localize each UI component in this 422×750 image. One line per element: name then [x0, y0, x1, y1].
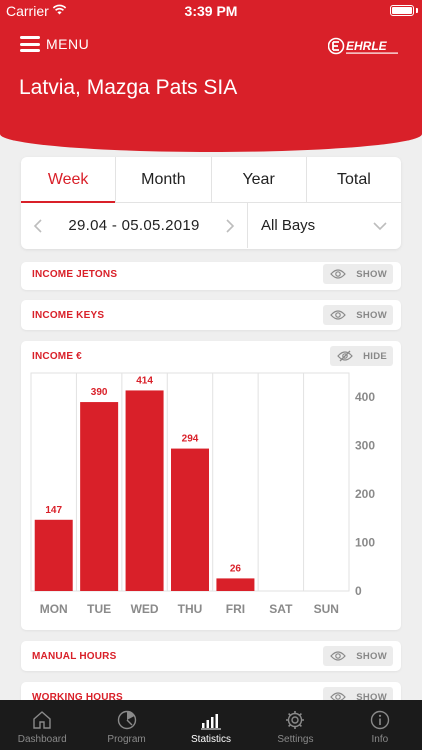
- chevron-right-icon[interactable]: [225, 218, 235, 234]
- income-eur-toggle-label: HIDE: [363, 350, 387, 362]
- tab-settings[interactable]: Settings: [253, 700, 337, 750]
- date-row: 29.04 - 05.05.2019 All Bays: [21, 203, 401, 248]
- chart-bar: [216, 578, 255, 591]
- chart-y-tick-label: 0: [355, 584, 362, 598]
- date-range-picker: 29.04 - 05.05.2019: [21, 203, 248, 248]
- chart-data-label: 294: [182, 434, 199, 445]
- chart-data-label: 414: [136, 375, 153, 386]
- eye-off-icon: [337, 350, 353, 362]
- period-tabs: Week Month Year Total: [21, 157, 401, 203]
- tab-dashboard-label: Dashboard: [17, 734, 67, 745]
- income-keys-title: INCOME KEYS: [32, 309, 105, 321]
- income-bar-chart: 147 MON 390 TUE 414 WED 294 THU 26 FRI SAT SUN 0 100 2…: [30, 372, 375, 616]
- status-bar: Carrier 3:39 PM: [0, 0, 422, 22]
- manual-hours-card: MANUAL HOURS SHOW: [21, 641, 401, 671]
- home-icon: [33, 711, 51, 729]
- manual-hours-toggle-label: SHOW: [356, 650, 387, 662]
- manual-hours-toggle[interactable]: SHOW: [323, 646, 393, 666]
- menu-button[interactable]: MENU: [20, 34, 89, 54]
- income-eur-toggle[interactable]: HIDE: [330, 346, 393, 366]
- tab-info[interactable]: Info: [338, 700, 422, 750]
- bar-chart-icon: [201, 714, 222, 730]
- chevron-down-icon: [373, 221, 387, 230]
- eye-icon: [330, 651, 347, 661]
- ehrle-logo: EHRLE: [328, 37, 398, 55]
- chart-x-tick-label: SAT: [269, 602, 293, 616]
- tab-settings-label: Settings: [277, 734, 314, 745]
- eye-icon: [330, 269, 347, 279]
- eye-icon: [330, 310, 347, 320]
- income-jetons-card: INCOME JETONS SHOW: [21, 262, 401, 290]
- filter-card: Week Month Year Total 29.04 - 05.05.2019…: [21, 157, 401, 249]
- battery-tip: [416, 8, 418, 13]
- income-eur-title: INCOME €: [32, 350, 82, 362]
- carrier-label: Carrier: [6, 3, 49, 19]
- chart-bar: [34, 519, 73, 591]
- tab-program[interactable]: Program: [84, 700, 168, 750]
- income-jetons-title: INCOME JETONS: [32, 268, 118, 280]
- date-range-label: 29.04 - 05.05.2019: [68, 217, 200, 234]
- chart-x-tick-label: MON: [40, 602, 68, 616]
- wifi-icon: [52, 4, 67, 15]
- chart-data-label: 390: [91, 387, 108, 398]
- chart-data-label: 26: [230, 563, 242, 574]
- income-eur-card: INCOME € HIDE 147 MON 390 TUE 414 WED 294 THU 26…: [21, 341, 401, 630]
- tab-month[interactable]: Month: [115, 157, 210, 202]
- chart-x-tick-label: TUE: [87, 602, 111, 616]
- hamburger-icon: [20, 36, 40, 52]
- tab-week[interactable]: Week: [21, 157, 116, 203]
- tab-info-label: Info: [371, 734, 389, 745]
- bays-select-value: All Bays: [261, 217, 316, 234]
- income-keys-toggle-label: SHOW: [356, 309, 387, 321]
- chart-y-tick-label: 200: [355, 487, 375, 501]
- chart-x-tick-label: FRI: [226, 602, 245, 616]
- working-hours-toggle-label: SHOW: [356, 691, 387, 703]
- bays-select[interactable]: All Bays: [248, 217, 401, 234]
- chart-data-label: 147: [45, 505, 62, 516]
- tab-total[interactable]: Total: [305, 157, 401, 202]
- manual-hours-title: MANUAL HOURS: [32, 650, 117, 662]
- chart-y-tick-label: 300: [355, 439, 375, 453]
- tab-year[interactable]: Year: [210, 157, 306, 202]
- tab-dashboard[interactable]: Dashboard: [0, 700, 84, 750]
- chevron-left-icon[interactable]: [33, 218, 43, 234]
- page-title: Latvia, Mazga Pats SIA: [19, 76, 238, 99]
- svg-text:EHRLE: EHRLE: [346, 39, 388, 53]
- tab-statistics-label: Statistics: [191, 734, 232, 745]
- battery-icon: [390, 5, 414, 16]
- income-keys-card: INCOME KEYS SHOW: [21, 300, 401, 330]
- tab-program-label: Program: [107, 734, 146, 745]
- chart-x-tick-label: THU: [178, 602, 203, 616]
- chart-x-tick-label: WED: [131, 602, 159, 616]
- income-keys-toggle[interactable]: SHOW: [323, 305, 393, 325]
- info-icon: [370, 710, 390, 730]
- income-jetons-toggle[interactable]: SHOW: [323, 264, 393, 284]
- chart-bar: [171, 448, 209, 591]
- clock: 3:39 PM: [184, 3, 238, 19]
- chart-y-tick-label: 100: [355, 536, 375, 550]
- chart-bar: [80, 402, 119, 591]
- gear-icon: [286, 711, 305, 729]
- app-header: Carrier 3:39 PM MENU EHRLE Latvia, Mazga…: [0, 0, 422, 152]
- menu-label: MENU: [46, 36, 90, 52]
- income-jetons-toggle-label: SHOW: [356, 268, 387, 280]
- bottom-tab-bar: Dashboard Program Statistics Settings In…: [0, 700, 422, 750]
- chart-y-tick-label: 400: [355, 390, 375, 404]
- program-dial-icon: [117, 710, 136, 730]
- tab-statistics[interactable]: Statistics: [169, 700, 253, 750]
- chart-x-tick-label: SUN: [314, 602, 339, 616]
- working-hours-title: WORKING HOURS: [32, 691, 123, 703]
- chart-bar: [125, 390, 164, 591]
